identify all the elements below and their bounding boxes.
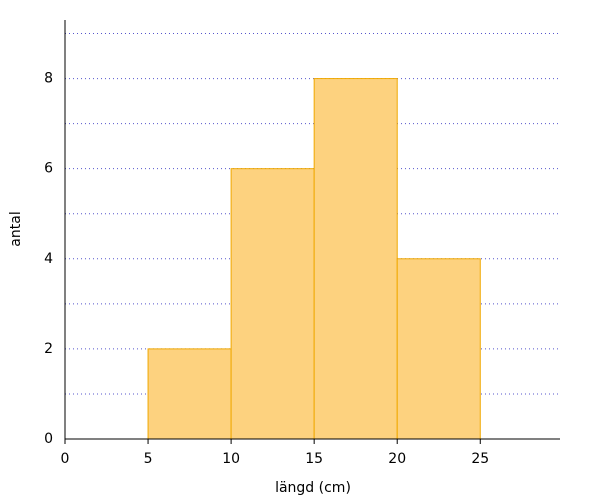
x-tick-label: 20 [388, 451, 406, 467]
y-tick-label: 6 [44, 161, 53, 177]
y-tick-label: 0 [44, 431, 53, 447]
bar [313, 78, 398, 440]
bar [147, 348, 232, 440]
y-axis-label: antal [8, 211, 24, 246]
bar [230, 168, 315, 440]
y-tick-label: 2 [44, 341, 53, 357]
x-tick-label: 0 [61, 451, 70, 467]
x-tick-label: 25 [471, 451, 489, 467]
x-tick-label: 5 [144, 451, 153, 467]
y-tick-label: 8 [44, 71, 53, 87]
bar [396, 258, 481, 440]
x-axis-label: längd (cm) [275, 480, 351, 496]
x-tick-label: 15 [305, 451, 323, 467]
x-tick-label: 10 [222, 451, 240, 467]
y-tick-label: 4 [44, 251, 53, 267]
